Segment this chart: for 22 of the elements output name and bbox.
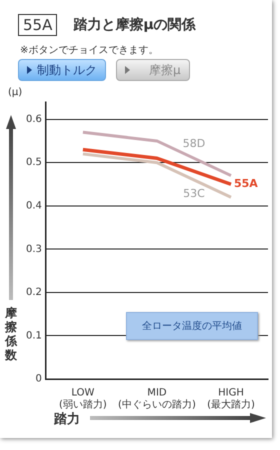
series-label: 58D (182, 137, 206, 150)
y-tick-label: 0 (36, 374, 42, 385)
y-tick-label: 0.2 (26, 287, 42, 298)
annotation: 全ロータ温度の平均値 (126, 312, 258, 340)
y-tick-label: 0.5 (26, 157, 42, 168)
chart-subtitle: ※ボタンでチョイスできます。 (20, 44, 158, 57)
y-tick-label: 0.1 (26, 330, 42, 342)
x-tick-label: MID (中ぐらいの踏力) (118, 388, 196, 411)
y-tick-label: 0.6 (26, 114, 42, 125)
text: 55A (18, 14, 58, 36)
y-tick-label: 0.4 (26, 200, 42, 212)
x-axis-title: 踏力 (54, 411, 80, 428)
x-tick-label: LOW (弱い踏力) (59, 388, 107, 411)
series-label: 53C (183, 186, 206, 200)
text: 摩擦μ (149, 62, 181, 78)
chart-title: 踏力と摩擦μの関係 (73, 16, 196, 34)
text: (μ) (8, 87, 22, 98)
y-axis-title: 摩擦係数 (4, 306, 18, 362)
x-tick-label: HIGH (最大踏力) (207, 388, 255, 411)
y-tick-label: 0.3 (26, 244, 42, 255)
text: 制動トルク (37, 62, 97, 78)
series-label: 55A (234, 177, 258, 190)
